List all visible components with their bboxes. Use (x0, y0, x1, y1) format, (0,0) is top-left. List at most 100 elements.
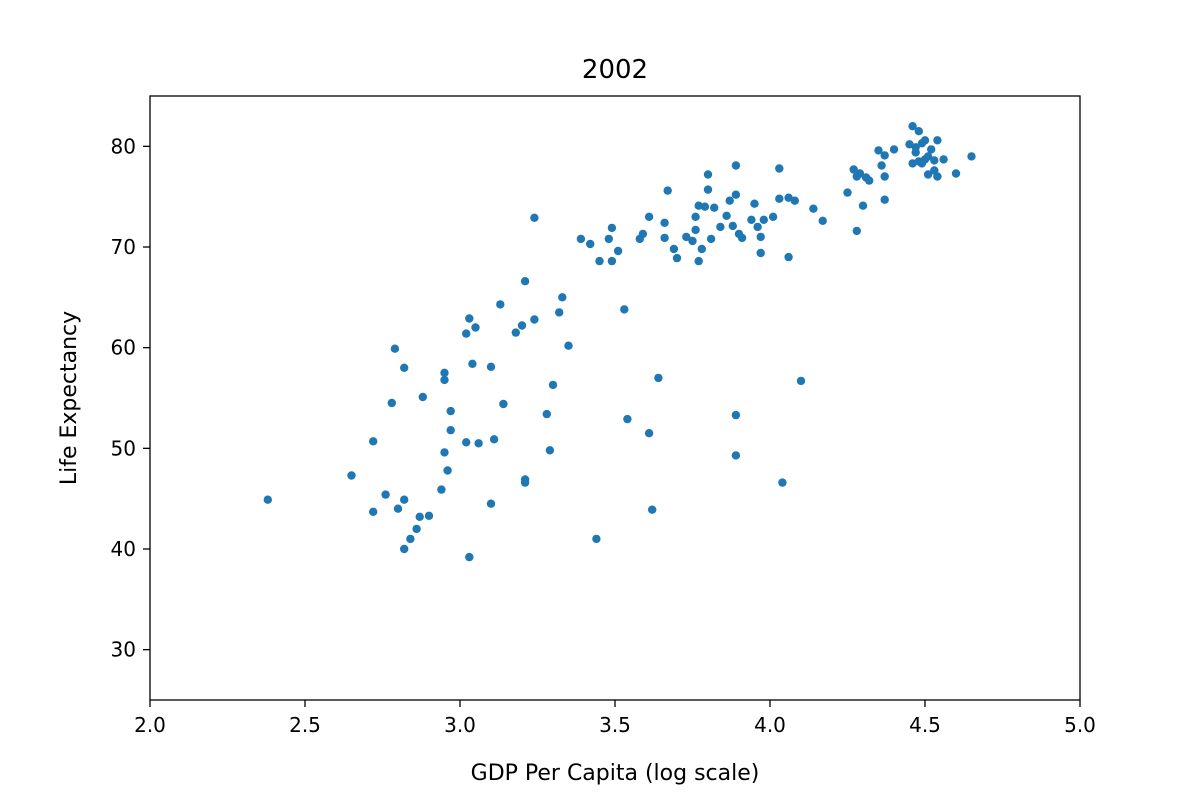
y-tick-label: 60 (111, 336, 136, 360)
data-point (607, 223, 617, 233)
data-point (638, 229, 648, 239)
data-point (511, 328, 520, 337)
data-point (930, 156, 939, 165)
data-point (703, 185, 713, 194)
data-point (542, 409, 551, 419)
data-point (400, 544, 409, 554)
data-point (784, 252, 793, 262)
data-point (691, 225, 700, 235)
x-tick-label: 2.0 (134, 713, 166, 737)
chart-title: 2002 (582, 55, 648, 85)
data-point (393, 504, 403, 513)
data-point (753, 222, 762, 232)
data-point (465, 314, 474, 323)
data-point (865, 176, 874, 185)
data-point (387, 398, 396, 408)
data-point (849, 165, 858, 174)
data-point (911, 143, 920, 152)
data-point (663, 186, 672, 195)
data-points (263, 122, 976, 562)
data-point (462, 329, 471, 338)
data-point (852, 226, 861, 236)
data-point (440, 368, 449, 377)
data-point (691, 212, 700, 221)
data-point (548, 380, 558, 390)
data-point (263, 495, 272, 504)
x-tick-label: 3.5 (599, 713, 631, 737)
data-point (716, 222, 725, 232)
data-point (874, 146, 883, 155)
data-point (496, 300, 505, 309)
data-point (462, 438, 471, 447)
y-tick-label: 70 (111, 235, 136, 259)
data-point (722, 211, 731, 220)
data-point (446, 426, 455, 435)
data-point (731, 190, 741, 199)
data-point (623, 414, 632, 424)
data-point (688, 236, 697, 246)
data-point (424, 511, 434, 520)
data-point (759, 215, 768, 224)
data-point (406, 534, 415, 544)
data-point (415, 512, 424, 521)
data-point (880, 195, 889, 204)
data-point (933, 136, 942, 145)
data-point (468, 359, 477, 368)
data-point (877, 161, 886, 170)
data-point (731, 451, 741, 460)
data-point (390, 344, 400, 353)
data-point (703, 170, 713, 179)
data-point (908, 122, 917, 131)
data-point (809, 204, 818, 213)
data-point (775, 194, 784, 203)
data-point (486, 362, 496, 371)
data-point (933, 172, 942, 181)
data-point (967, 152, 976, 161)
data-point (486, 499, 496, 508)
data-point (790, 196, 799, 205)
data-point (644, 212, 654, 221)
data-point (778, 478, 787, 487)
data-point (694, 201, 703, 210)
data-point (604, 234, 613, 244)
data-point (756, 248, 765, 258)
data-point (555, 308, 564, 317)
y-tick-label: 80 (111, 134, 136, 158)
data-point (725, 196, 734, 205)
data-point (499, 399, 508, 409)
data-point (775, 164, 784, 173)
data-point (592, 534, 601, 544)
x-tick-label: 4.0 (754, 713, 786, 737)
data-point (747, 215, 756, 224)
data-point (694, 256, 703, 266)
data-point (644, 429, 654, 438)
data-point (756, 232, 765, 242)
y-axis: 30 40 50 60 70 80 (111, 134, 150, 662)
x-tick-label: 2.5 (289, 713, 321, 737)
data-point (731, 161, 741, 170)
data-point (855, 169, 865, 178)
data-point (347, 471, 356, 480)
x-tick-label: 3.0 (444, 713, 476, 737)
data-point (682, 232, 691, 242)
data-point (558, 293, 567, 302)
x-tick-label: 5.0 (1064, 713, 1096, 737)
data-point (440, 375, 449, 385)
data-point (920, 136, 930, 145)
data-point (923, 170, 933, 179)
data-point (520, 478, 530, 487)
data-point (595, 256, 604, 266)
x-axis: 2.0 2.5 3.0 3.5 4.0 4.5 5.0 (134, 700, 1096, 737)
y-tick-label: 30 (111, 638, 136, 662)
data-point (465, 552, 474, 562)
data-point (706, 234, 716, 244)
data-point (530, 315, 539, 324)
data-point (914, 127, 923, 136)
data-point (660, 233, 669, 243)
data-point (750, 199, 759, 208)
data-point (669, 244, 679, 254)
data-point (710, 203, 719, 212)
data-point (520, 277, 530, 286)
data-point (843, 188, 852, 197)
